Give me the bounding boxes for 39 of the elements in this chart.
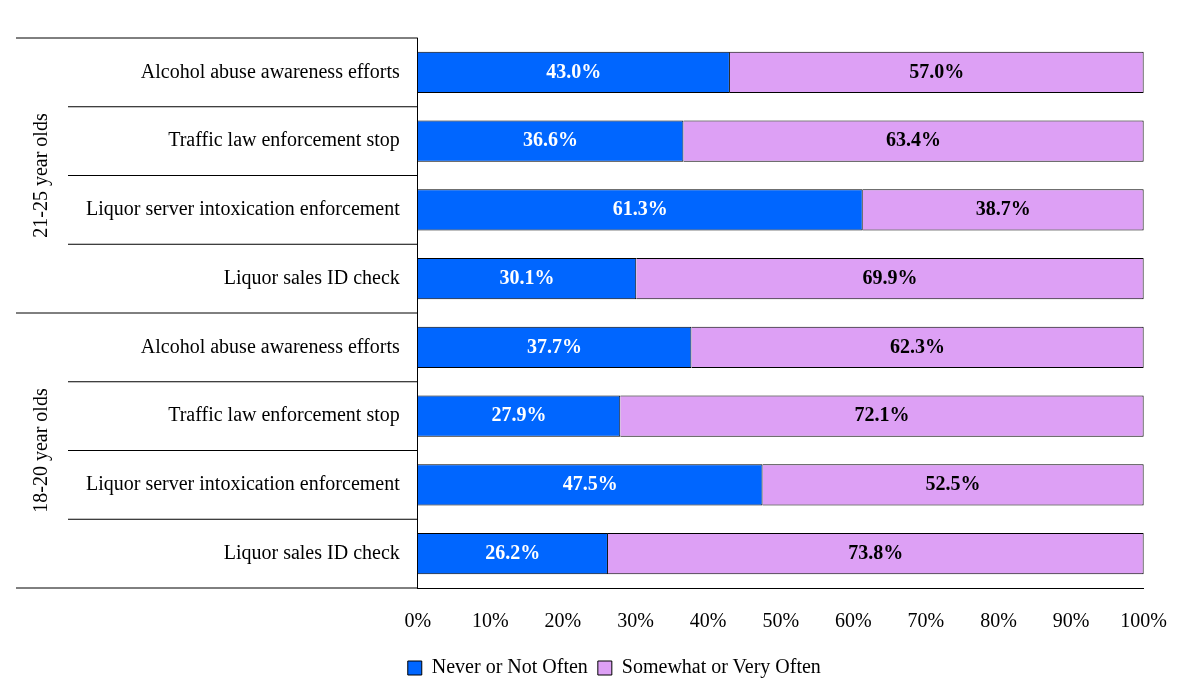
data-label: 57.0% [909, 59, 965, 82]
x-tick-label: 50% [762, 609, 800, 632]
x-tick-label: 0% [404, 609, 432, 632]
data-label: 47.5% [562, 472, 618, 495]
data-label: 43.0% [546, 59, 602, 82]
data-label: 38.7% [975, 197, 1031, 220]
y-tick-label: Alcohol abuse awareness efforts [140, 59, 400, 82]
x-tick-label: 20% [544, 609, 582, 632]
y-tick-label: Liquor server intoxication enforcement [85, 472, 401, 496]
data-label: 61.3% [612, 197, 668, 220]
y-tick-label: Liquor sales ID check [223, 265, 400, 289]
data-label: 26.2% [485, 540, 541, 563]
x-tick-label: 70% [907, 609, 945, 632]
x-tick-label: 60% [834, 609, 872, 632]
data-label: 52.5% [925, 472, 981, 495]
data-label: 30.1% [499, 265, 555, 288]
y-tick-label: Liquor sales ID check [223, 540, 400, 564]
x-tick-label: 40% [689, 609, 727, 632]
data-label: 36.6% [523, 128, 579, 151]
data-label: 69.9% [862, 265, 918, 288]
data-label: 73.8% [848, 540, 904, 563]
x-tick-label: 30% [617, 609, 654, 632]
x-tick-label: 90% [1052, 609, 1090, 632]
y-tick-label: Liquor server intoxication enforcement [85, 197, 401, 221]
x-tick-label: 100% [1120, 609, 1168, 632]
legend-label: Never or Not Often [431, 655, 588, 678]
data-label: 62.3% [890, 334, 946, 357]
x-tick-label: 80% [980, 609, 1017, 632]
x-tick-label: 10% [472, 609, 509, 632]
text: 18-20 year olds [29, 388, 53, 513]
y-tick-label: Alcohol abuse awareness efforts [140, 334, 400, 357]
y-tick-label: Traffic law enforcement stop [168, 403, 400, 427]
legend-label: Somewhat or Very Often [621, 655, 821, 679]
text: 21-25 year olds [29, 113, 53, 238]
data-label: 37.7% [527, 334, 583, 357]
data-label: 27.9% [491, 403, 547, 426]
data-label: 63.4% [886, 128, 942, 151]
data-label: 72.1% [854, 403, 910, 426]
y-tick-label: Traffic law enforcement stop [168, 128, 400, 152]
